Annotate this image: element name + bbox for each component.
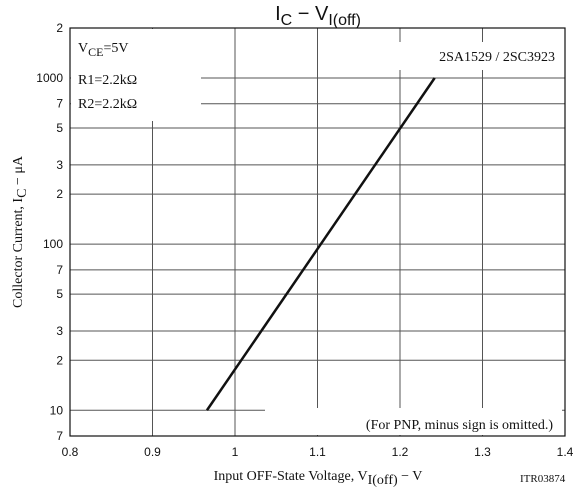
x-tick-label: 1.4 [557, 445, 574, 459]
title-part: − V [292, 3, 329, 25]
xlabel-part: − V [398, 469, 423, 484]
y-tick-label: 3 [56, 324, 63, 338]
y-tick-label: 100 [43, 237, 63, 251]
title-sub: I(off) [328, 12, 361, 29]
x-tick-label: 1 [232, 445, 239, 459]
r1: R1=2.2kΩ [78, 73, 137, 88]
title-part: I [275, 3, 281, 25]
r2: R2=2.2kΩ [78, 97, 137, 112]
plot-frame [69, 27, 566, 437]
cond-part: V [78, 41, 88, 56]
line [205, 77, 436, 411]
xlabel-sub: I(off) [368, 473, 398, 488]
x-axis-label: Input OFF-State Voltage, VI(off) − V [214, 469, 423, 488]
y-tick-label: 5 [56, 287, 63, 301]
cond-part: =5V [103, 41, 128, 56]
note: (For PNP, minus sign is omitted.) [366, 418, 553, 433]
y-tick-label: 10 [50, 403, 64, 417]
y-tick-label: 3 [56, 158, 63, 172]
y-tick-label: 7 [56, 97, 63, 111]
condition: VCE=5V [78, 41, 128, 59]
ylabel-part: Collector Current, I [11, 198, 26, 308]
chart-title: IC − VI(off) [275, 3, 361, 29]
legend-box [71, 29, 201, 121]
cond-sub: CE [88, 45, 103, 59]
y-tick-label: 2 [56, 353, 63, 367]
y-tick-label: 5 [56, 121, 63, 135]
x-tick-label: 1.2 [392, 445, 409, 459]
x-tick-label: 0.9 [144, 445, 161, 459]
y-tick-label: 1000 [36, 71, 63, 85]
part-number: 2SA1529 / 2SC3923 [439, 50, 555, 65]
note-box [265, 408, 562, 435]
code: ITR03874 [520, 473, 566, 485]
x-tick-label: 0.8 [62, 445, 79, 459]
ylabel-part: − μA [11, 155, 26, 188]
y-axis-label: Collector Current, IC − μA [11, 155, 30, 308]
title-sub: C [281, 12, 293, 29]
y-tick-label: 2 [56, 187, 63, 201]
marks [205, 77, 436, 411]
label-box [365, 42, 562, 70]
y-tick-label: 7 [56, 429, 63, 443]
xlabel-part: Input OFF-State Voltage, V [214, 469, 368, 484]
x-tick-label: 1.3 [474, 445, 491, 459]
x-tick-label: 1.1 [309, 445, 326, 459]
y-tick-label: 7 [56, 263, 63, 277]
ylabel-sub: C [15, 189, 30, 198]
y-tick-label: 2 [56, 21, 63, 35]
